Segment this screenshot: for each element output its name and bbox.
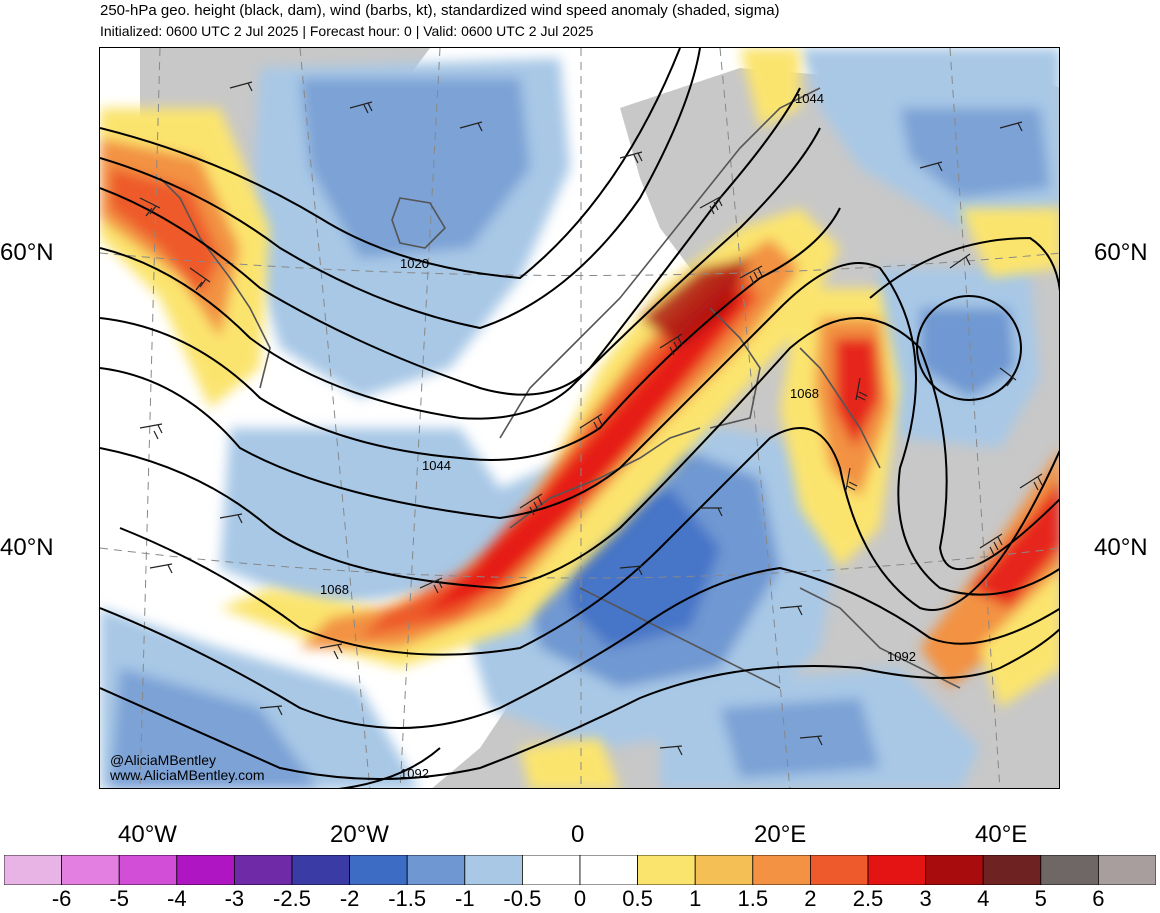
colorbar-tick-label: 2.5 [852, 886, 884, 911]
lon-label-40e: 40°E [975, 821, 1028, 848]
colorbar-swatch [522, 855, 581, 885]
colorbar-tick-label: -1.5 [388, 886, 427, 911]
colorbar-tick-label: -5 [109, 886, 129, 911]
colorbar-tick-label: 5 [1034, 886, 1047, 911]
colorbar-swatch [61, 855, 120, 885]
credit-handle: @AliciaMBentley [110, 752, 217, 768]
positive-anomaly-shading [100, 48, 1059, 788]
lon-label-20w: 20°W [330, 821, 389, 848]
colorbar-swatch [867, 855, 926, 885]
colorbar-tick-label: 0.5 [622, 886, 653, 911]
map-canvas: 1020 1044 1068 1092 1044 1068 1092 [100, 48, 1059, 788]
colorbar-tick-label: 2 [804, 886, 817, 911]
colorbar-tick-label: 4 [977, 886, 990, 911]
colorbar-swatch [1040, 855, 1099, 885]
colorbar-tick-label: 1 [689, 886, 702, 911]
colorbar-tick-label: -2 [339, 886, 360, 911]
contour-label: 1044 [795, 91, 824, 106]
lon-label-0: 0 [571, 821, 585, 848]
colorbar-swatch [464, 855, 523, 885]
lat-label-40n-right: 40°N [1094, 534, 1148, 561]
lon-label-20e: 20°E [754, 821, 807, 848]
credit-website: www.AliciaMBentley.com [110, 767, 265, 783]
contour-label: 1044 [422, 458, 451, 473]
contour-label: 1068 [790, 386, 819, 401]
colorbar-swatch [925, 855, 984, 885]
colorbar-swatch [637, 855, 696, 885]
colorbar-tick-label: 6 [1092, 886, 1105, 911]
colorbar-swatch [406, 855, 466, 885]
colorbar-swatch [694, 855, 754, 885]
colorbar-swatch [349, 855, 408, 885]
colorbar-tick-label: -2.5 [273, 886, 311, 911]
weather-map: 1020 1044 1068 1092 1044 1068 1092 [99, 47, 1060, 789]
colorbar-tick-label: -0.5 [503, 886, 542, 911]
colorbar-swatch [982, 855, 1042, 885]
colorbar-swatch [810, 855, 869, 885]
chart-subtitle: Initialized: 0600 UTC 2 Jul 2025 | Forec… [100, 23, 594, 39]
colorbar-tick-label: -1 [455, 886, 475, 911]
colorbar-swatch [752, 855, 811, 885]
height-contours [100, 48, 1059, 788]
colorbar-swatch [4, 855, 62, 885]
colorbar-tick-label: -4 [167, 886, 187, 911]
colorbar [4, 855, 1156, 885]
contour-labels: 1020 1044 1068 1092 1044 1068 1092 [320, 91, 916, 781]
contour-label: 1068 [320, 582, 349, 597]
colorbar-tick-label: -6 [51, 886, 72, 911]
lat-label-40n-left: 40°N [0, 534, 54, 561]
contour-label: 1092 [887, 649, 916, 664]
contour-label: 1020 [400, 256, 429, 271]
colorbar-tick-label: 0 [573, 886, 587, 911]
colorbar-swatch [233, 855, 293, 885]
colorbar-swatch [579, 855, 638, 885]
wind-barbs [139, 81, 1043, 756]
chart-title: 250-hPa geo. height (black, dam), wind (… [100, 2, 780, 19]
colorbar-tick-label: -3 [224, 886, 245, 911]
colorbar-swatch [1098, 855, 1156, 885]
lat-label-60n-left: 60°N [0, 239, 54, 266]
colorbar-tick-label: 1.5 [737, 886, 769, 911]
contour-label: 1092 [400, 766, 429, 781]
colorbar-tick-label: 3 [919, 886, 932, 911]
colorbar-swatch [176, 855, 235, 885]
lat-label-60n-right: 60°N [1094, 239, 1148, 266]
colorbar-swatch [291, 855, 350, 885]
colorbar-swatch [118, 855, 178, 885]
lon-label-40w: 40°W [118, 821, 177, 848]
